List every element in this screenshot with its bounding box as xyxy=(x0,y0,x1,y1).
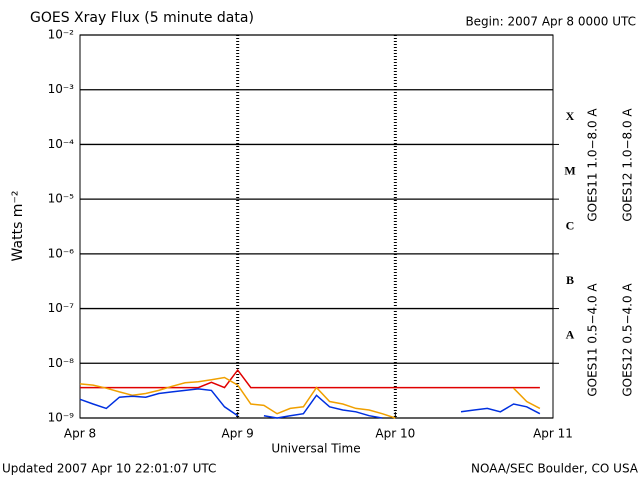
y-tick-label: 10⁻² xyxy=(48,28,75,42)
y-tick-label: 10⁻⁸ xyxy=(48,356,75,370)
x-tick-label: Apr 11 xyxy=(533,427,573,441)
flare-class-label: M xyxy=(564,164,575,178)
y-tick-label: 10⁻⁶ xyxy=(48,246,75,260)
x-tick-label: Apr 9 xyxy=(222,427,254,441)
flare-class-label: B xyxy=(566,273,574,287)
flare-class-label: C xyxy=(566,218,575,232)
series-line xyxy=(79,388,541,419)
plot-frame xyxy=(79,34,554,419)
y-tick-label: 10⁻⁵ xyxy=(48,192,75,206)
y-axis-label: Watts m⁻² xyxy=(10,191,26,262)
series-line xyxy=(79,376,541,419)
series-line xyxy=(80,368,540,389)
legend-entry: GOES12 0.5−4.0 A xyxy=(621,283,635,397)
x-axis-label: Universal Time xyxy=(271,442,360,456)
subtitle: Begin: 2007 Apr 8 0000 UTC xyxy=(465,15,636,29)
legend-entry: GOES11 0.5−4.0 A xyxy=(586,283,600,397)
y-tick-label: 10⁻⁷ xyxy=(48,301,75,315)
footer-left: Updated 2007 Apr 10 22:01:07 UTC xyxy=(2,462,216,476)
x-tick-label: Apr 10 xyxy=(375,427,415,441)
legend-entry: GOES11 1.0−8.0 A xyxy=(586,108,600,222)
x-tick-label: Apr 8 xyxy=(64,427,96,441)
y-tick-label: 10⁻⁴ xyxy=(48,137,75,151)
flare-class-label: X xyxy=(566,109,575,123)
legend-entry: GOES12 1.0−8.0 A xyxy=(621,108,635,222)
y-tick-label: 10⁻⁹ xyxy=(48,411,75,425)
flare-class-label: A xyxy=(566,328,575,342)
y-tick-label: 10⁻³ xyxy=(48,82,75,96)
chart-title: GOES Xray Flux (5 minute data) xyxy=(30,10,254,26)
footer-right: NOAA/SEC Boulder, CO USA xyxy=(471,462,639,476)
